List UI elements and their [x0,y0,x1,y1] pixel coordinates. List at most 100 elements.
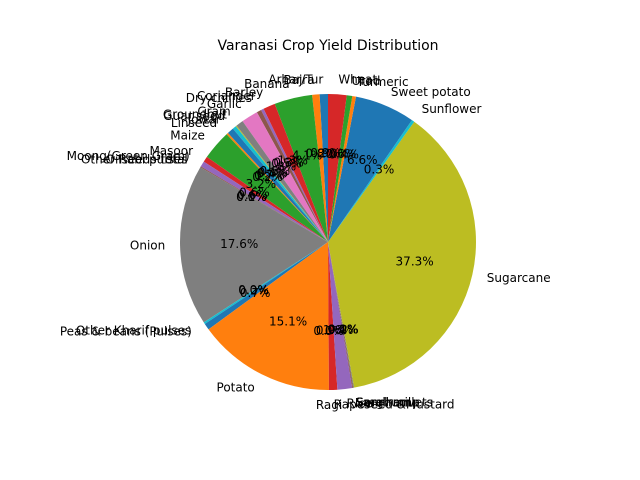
slice-percent-label: 37.3% [396,255,434,269]
slice-percent-label: 0.0% [328,322,359,336]
pie-slice [204,242,328,330]
pie-slice [328,96,357,242]
pie-slice [227,128,328,242]
slice-label: Maize [170,128,205,142]
pie-slices [180,94,476,390]
slice-label: Masoor [149,144,193,158]
pie-slice [328,120,415,242]
slice-label: Onion [130,239,165,253]
slice-percent-label: 4.1% [292,149,323,163]
slice-label: Wheat [338,73,377,87]
slice-percent-label: 0.4% [257,166,288,180]
slice-percent-label: 0.1% [236,190,267,204]
slice-label: Guar seed [163,109,225,123]
slice-label: Gram [197,105,230,119]
pie-slice [236,121,328,242]
slice-percent-label: 0.3% [273,155,304,169]
pie-slice [328,121,476,388]
pie-slice [226,132,328,242]
slice-label: Dry chillies [186,91,252,105]
slice-percent-label: 0.6% [239,185,270,199]
slice-percent-label: 0.1% [328,323,359,337]
slice-label: Peas & beans (Pulses) [60,324,192,338]
slice-percent-label: 0.0% [313,324,344,338]
slice-label: Arhar/Tur [268,72,323,86]
slice-label: Linseed [171,116,217,130]
slice-label: Sunflower [422,102,482,116]
slice-percent-label: 1.3% [277,154,308,168]
pie-slice [242,112,328,242]
slice-label: Rapeseed &Mustard [334,398,455,412]
slice-percent-label: 1.6% [323,323,354,337]
pie-slice [206,134,328,242]
slice-percent-label: 0.1% [328,322,359,336]
pie-slice [328,242,353,390]
slice-percent-label: 0.5% [271,156,302,170]
slice-percent-label: 0.0% [236,190,267,204]
slice-percent-label: 0.2% [239,284,270,298]
pie-slice [200,161,328,242]
pie-slice [203,242,328,324]
slice-percent-label: 2.0% [318,146,349,160]
slice-percent-label: 6.6% [347,153,378,167]
pie-slice [232,126,328,242]
slice-label: Potato [217,380,255,394]
slice-percent-label: 0.9% [316,324,347,338]
slice-percent-label: 1.8% [266,160,297,174]
slice-percent-label: 0.7% [240,286,271,300]
slice-label: Oilseeds total [106,152,188,166]
pie-slice [180,167,328,323]
slice-percent-label: 0.8% [260,164,291,178]
slice-label: Other Kharif pulses [76,323,191,337]
slice-percent-label: 0.1% [258,165,289,179]
pie-slice [328,242,338,390]
slice-label: Bajra [283,73,314,87]
slice-percent-label: 0.2% [252,170,283,184]
pie-slice [274,94,328,242]
pie-slice [261,108,328,242]
slice-label: Groundnut [163,107,227,121]
slice-label: Other Rabi pulses [81,153,188,167]
slice-percent-label: 0.7% [254,168,285,182]
pie-slice [235,125,328,242]
pie-slice [328,95,353,242]
slice-percent-label: 0.0% [238,283,269,297]
slice-percent-label: 0.8% [305,147,336,161]
slice-label: Ragi [316,398,342,412]
pie-slice [203,156,328,242]
slice-label: Garlic [207,97,242,111]
slice-percent-label: 3.2% [246,177,277,191]
pie-slice [328,242,355,388]
pie-slice [256,110,328,242]
pie-slice [328,96,412,242]
slice-percent-label: 0.6% [237,188,268,202]
slice-label: Coriander [197,89,256,103]
slice-label: Sugarcane [487,271,551,285]
slice-label: Sweet potato [391,85,471,99]
slice-label: Barley [225,86,263,100]
slice-percent-label: 0.4% [328,148,359,162]
slice-label: Sorghum [356,395,410,409]
slice-percent-labels: 0.9%0.8%4.1%1.3%0.3%0.5%1.8%0.8%0.1%0.4%… [220,146,434,338]
slice-label: Sannhamp [355,396,419,410]
slice-percent-label: 17.6% [220,237,258,251]
slice-label: Urad [352,74,381,88]
pie-slice [328,242,354,388]
pie-slice [200,166,328,242]
pie-slice [328,94,347,242]
slice-label: Rice [347,397,373,411]
pie-slice [263,103,328,242]
slice-percent-label: 0.9% [310,146,341,160]
chart-title: Varanasi Crop Yield Distribution [217,38,438,54]
slice-label: Banana [244,77,290,91]
pie-slice [312,94,328,243]
slice-label: Small millets [356,395,433,409]
slice-label: Turmeric [356,75,409,89]
pie-slice [208,242,329,390]
slice-percent-label: 0.3% [364,162,395,176]
slice-percent-label: 0.6% [326,147,357,161]
slice-label: Moong(Green Gram) [67,149,190,163]
pie-slice [319,94,328,242]
